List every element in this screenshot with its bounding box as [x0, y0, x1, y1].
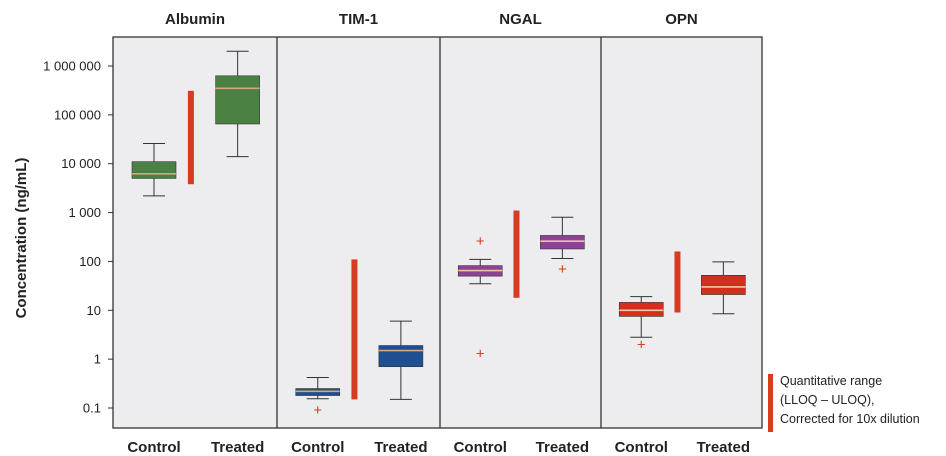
box: [378, 345, 424, 368]
box: [215, 75, 260, 125]
y-tick-label: 10: [87, 303, 101, 318]
legend-text: Quantitative range (LLOQ – ULOQ), Correc…: [780, 372, 920, 429]
box: [131, 161, 177, 179]
plot-background: [113, 37, 762, 428]
y-tick-label: 100 000: [54, 107, 101, 122]
x-tick-label: Control: [615, 439, 668, 456]
panel-title: NGAL: [499, 11, 542, 28]
x-tick-label: Treated: [374, 439, 427, 456]
y-tick-label: 0.1: [83, 401, 101, 416]
quantitative-range-bar: [513, 210, 520, 298]
legend-line-3: Corrected for 10x dilution: [780, 412, 920, 426]
legend-line-1: Quantitative range: [780, 374, 883, 388]
quantitative-range-bar: [674, 251, 681, 313]
y-tick-label: 10 000: [61, 156, 101, 171]
box: [540, 235, 585, 250]
x-tick-label: Treated: [536, 439, 589, 456]
quantitative-range-bar: [351, 259, 358, 400]
y-tick-label: 1 000: [68, 205, 101, 220]
outlier-marker: +: [558, 261, 567, 278]
outlier-marker: +: [637, 336, 646, 353]
legend-quant-range-swatch: [768, 374, 773, 432]
outlier-marker: +: [476, 346, 485, 363]
plot-frame: [112, 36, 763, 429]
panel-title: Albumin: [165, 11, 225, 28]
outlier-marker: +: [313, 402, 322, 419]
quantitative-range-bar: [187, 90, 194, 185]
box: [701, 275, 746, 295]
panel-title: TIM-1: [339, 11, 378, 28]
x-tick-label: Control: [127, 439, 180, 456]
y-tick-label: 1: [94, 352, 101, 367]
legend: Quantitative range (LLOQ – ULOQ), Correc…: [768, 372, 946, 432]
y-tick-label: 100: [79, 254, 101, 269]
x-tick-label: Control: [291, 439, 344, 456]
panel-title: OPN: [665, 11, 698, 28]
box: [618, 302, 664, 317]
legend-line-2: (LLOQ – ULOQ),: [780, 393, 875, 407]
x-tick-label: Treated: [211, 439, 264, 456]
outlier-marker: +: [476, 233, 485, 250]
x-tick-label: Treated: [697, 439, 750, 456]
y-axis-label: Concentration (ng/mL): [13, 158, 30, 319]
y-tick-label: 1 000 000: [43, 59, 101, 74]
x-tick-label: Control: [454, 439, 507, 456]
